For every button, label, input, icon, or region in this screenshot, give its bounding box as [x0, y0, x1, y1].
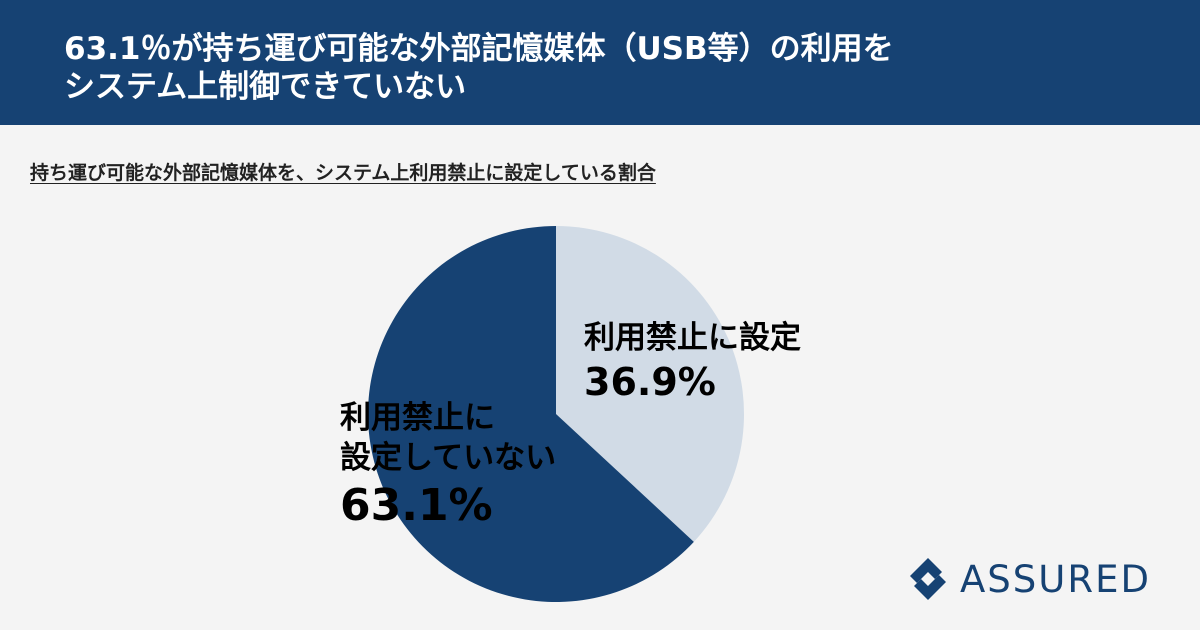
- headline-line-2: システム上制御できていない: [64, 69, 467, 105]
- assured-logo: ASSURED: [902, 554, 1151, 604]
- slice-label-prohibited-text: 利用禁止に設定: [584, 320, 801, 356]
- pie-slice-prohibited: [556, 226, 744, 542]
- slice-label-not-prohibited: 利用禁止に 設定していない 63.1%: [340, 398, 556, 534]
- assured-logo-text: ASSURED: [960, 557, 1151, 601]
- slice-value-prohibited: 36.9%: [584, 360, 716, 404]
- slice-label-prohibited: 利用禁止に設定 36.9%: [584, 318, 801, 406]
- header-banner: 63.1％が持ち運び可能な外部記憶媒体（USB等）の利用を システム上制御できて…: [0, 0, 1200, 125]
- slice-label-not-prohibited-line1: 利用禁止に: [340, 400, 495, 436]
- chart-subtitle: 持ち運び可能な外部記憶媒体を、システム上利用禁止に設定している割合: [30, 162, 656, 184]
- pie-slice-not-prohibited: [367, 226, 694, 602]
- slice-value-not-prohibited: 63.1%: [340, 480, 493, 531]
- headline-line-1: 63.1％が持ち運び可能な外部記憶媒体（USB等）の利用を: [64, 31, 894, 67]
- assured-logo-icon: [910, 558, 946, 600]
- slice-label-not-prohibited-line2: 設定していない: [340, 440, 557, 476]
